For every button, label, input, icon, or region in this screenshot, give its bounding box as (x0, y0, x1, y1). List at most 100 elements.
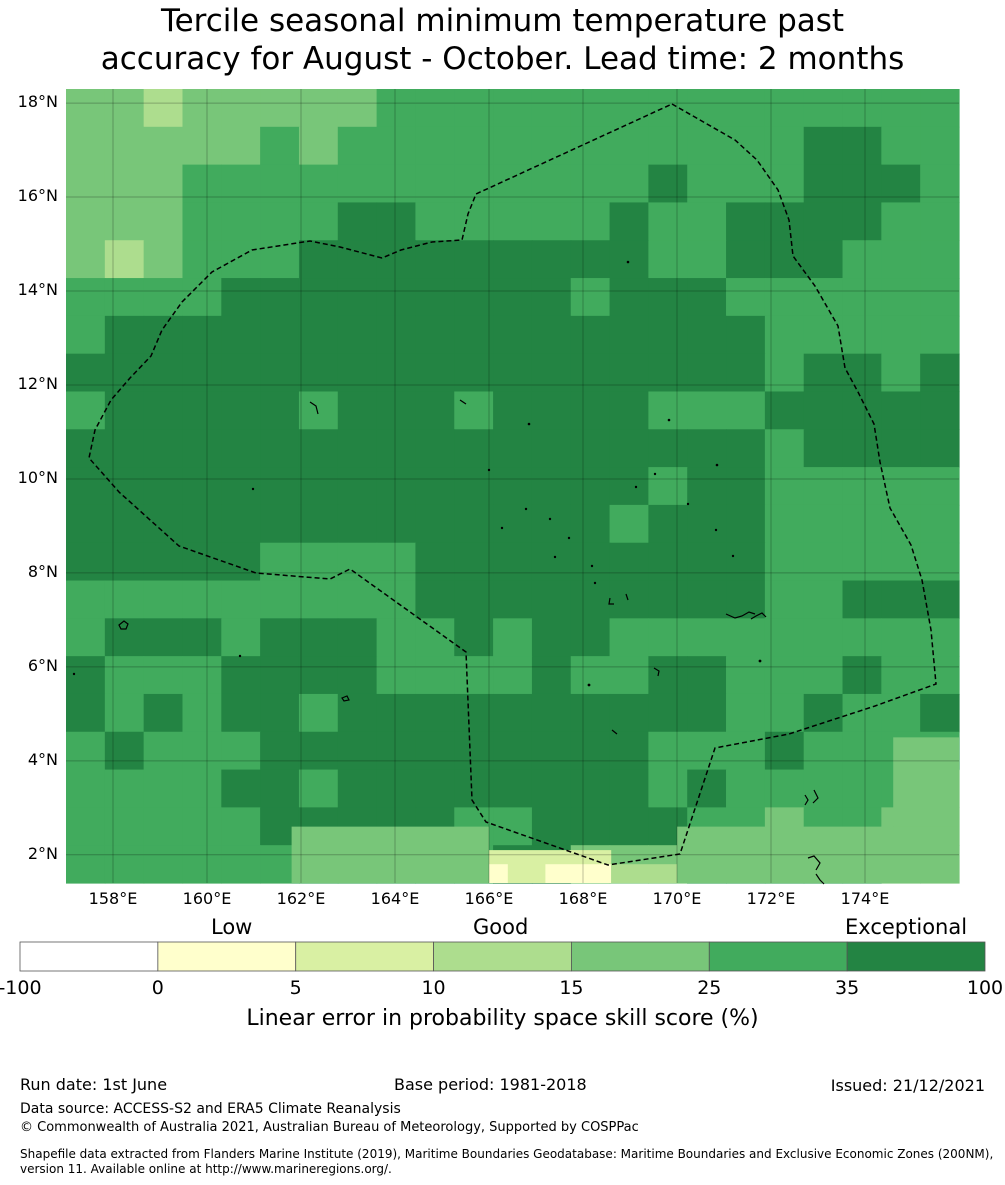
skill-cell (611, 864, 677, 883)
skill-cell (881, 353, 921, 393)
atoll-dot (587, 683, 591, 687)
skill-cell (687, 656, 727, 695)
skill-cell (803, 89, 844, 128)
skill-cell (221, 278, 261, 317)
skill-cell (609, 807, 649, 846)
skill-cell (221, 769, 261, 808)
skill-cell (143, 278, 184, 317)
skill-cell (143, 845, 184, 884)
skill-cell (842, 278, 882, 317)
skill-cell (337, 240, 378, 279)
skill-cell (376, 126, 417, 166)
skill-cell (221, 202, 261, 241)
skill-cell (104, 353, 145, 393)
skill-cell (376, 580, 417, 619)
skill-cell (648, 126, 688, 166)
atoll-dot (527, 422, 531, 426)
lon-label: 158°E (88, 889, 138, 908)
skill-cell (570, 542, 611, 582)
skill-cell (415, 618, 455, 657)
map-title-line-1: Tercile seasonal minimum temperature pas… (160, 3, 845, 39)
colorbar-category-low: Low (211, 915, 253, 939)
skill-cell (182, 580, 222, 619)
base-period: Base period: 1981-2018 (394, 1075, 587, 1094)
skill-cell (104, 164, 145, 204)
skill-cell (182, 656, 222, 695)
skill-cell (726, 769, 766, 808)
skill-cell (415, 278, 455, 317)
lon-label: 168°E (558, 889, 608, 908)
skill-cell (337, 391, 378, 430)
skill-cell (298, 580, 339, 619)
skill-cell (298, 693, 339, 733)
skill-cell (415, 202, 455, 241)
skill-cell (454, 429, 494, 468)
skill-cell (570, 126, 611, 166)
island-outline (653, 667, 660, 677)
atoll-dot (758, 659, 762, 663)
skill-cell (726, 240, 766, 279)
skill-cell (920, 202, 960, 241)
skill-cell (376, 769, 417, 808)
skill-cell (920, 429, 960, 468)
skill-cell (493, 278, 533, 317)
skill-cell (764, 542, 805, 582)
skill-cell (221, 580, 261, 619)
skill-cell (609, 731, 649, 771)
colorbar-tick: 25 (697, 977, 722, 999)
skill-cell (66, 693, 106, 733)
skill-cell (454, 391, 494, 430)
skill-cell (493, 693, 533, 733)
skill-cell (531, 202, 572, 241)
skill-cell (842, 731, 882, 771)
shapefile-credit-line-2: version 11. Available online at http://w… (20, 1162, 392, 1176)
atoll-dot (653, 472, 657, 476)
island-outline (611, 729, 618, 735)
skill-cell (260, 656, 300, 695)
skill-cell (104, 240, 145, 279)
skill-cell (881, 467, 921, 506)
skill-cell (531, 391, 572, 430)
skill-cell (764, 353, 805, 393)
skill-cell (182, 391, 222, 430)
skill-cell (920, 278, 960, 317)
skill-cell (221, 693, 261, 733)
skill-cell (726, 164, 766, 204)
skill-cell (687, 731, 727, 771)
skill-cell (66, 769, 106, 808)
skill-cell (415, 656, 455, 695)
skill-cell (66, 618, 106, 657)
skill-cell (531, 89, 572, 128)
skill-cell (726, 618, 766, 657)
skill-cell (66, 202, 106, 241)
skill-cell (104, 278, 145, 317)
skill-cell (920, 126, 960, 166)
colorbar-segment (19, 941, 159, 972)
skill-cell (66, 126, 106, 166)
skill-cell (726, 731, 766, 771)
skill-cell (920, 693, 960, 733)
skill-cell (764, 656, 805, 695)
skill-cell (764, 731, 805, 771)
skill-cell (415, 731, 455, 771)
atoll-dot (487, 468, 491, 472)
skill-cell (920, 164, 960, 204)
skill-cell (881, 126, 921, 166)
skill-cell (415, 126, 455, 166)
skill-cell (609, 429, 649, 468)
colorbar-tick: 10 (421, 977, 446, 999)
skill-cell (298, 89, 339, 128)
skill-cell (531, 164, 572, 204)
skill-cell (648, 164, 688, 204)
skill-cell (376, 467, 417, 506)
skill-cell (687, 315, 727, 355)
skill-cell (337, 731, 378, 771)
skill-cell (726, 580, 766, 619)
skill-cell (803, 429, 844, 468)
skill-cell (648, 278, 688, 317)
skill-cell (298, 391, 339, 430)
skill-cell (260, 731, 300, 771)
skill-cell (143, 656, 184, 695)
skill-cell (415, 504, 455, 544)
skill-cell (687, 391, 727, 430)
